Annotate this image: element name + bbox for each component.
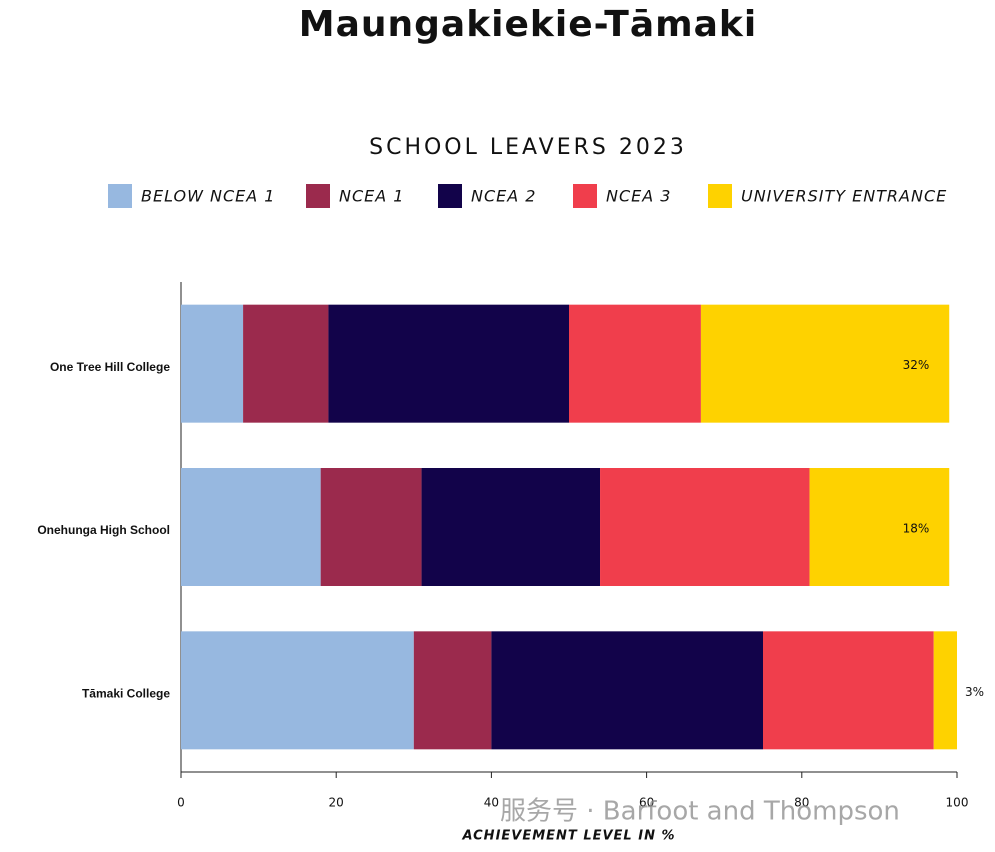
legend-label: NCEA 1 [339, 187, 404, 206]
x-tick-label: 20 [329, 796, 344, 810]
value-label: 32% [903, 358, 930, 372]
bar-segment [491, 631, 763, 750]
x-tick-label: 40 [484, 796, 499, 810]
chart-subtitle: SCHOOL LEAVERS 2023 [369, 135, 687, 160]
bar-segment [809, 468, 950, 586]
bar-segment [243, 304, 329, 423]
x-tick-label: 0 [177, 796, 185, 810]
bar-segment [181, 631, 414, 750]
value-label: 18% [903, 522, 930, 536]
legend-swatch [108, 184, 132, 208]
bar-segment [320, 468, 422, 586]
bar-segment [421, 468, 601, 586]
y-tick-label: Tāmaki College [82, 687, 170, 701]
x-tick-label: 60 [639, 796, 654, 810]
value-label: 3% [965, 685, 984, 699]
legend-label: BELOW NCEA 1 [141, 187, 275, 206]
legend-swatch [708, 184, 732, 208]
bar-segment [181, 468, 321, 586]
watermark: 服务号 · Barfoot and Thompson [500, 797, 900, 827]
x-tick-label: 100 [946, 796, 969, 810]
legend-label: UNIVERSITY ENTRANCE [741, 187, 947, 206]
bar-segment [700, 304, 950, 423]
y-tick-label: One Tree Hill College [50, 360, 170, 374]
bar-segment [413, 631, 492, 750]
legend-label: NCEA 2 [471, 187, 536, 206]
bar-segment [763, 631, 934, 750]
chart-title: Maungakiekie-Tāmaki [299, 4, 757, 45]
bar-segment [328, 304, 569, 423]
y-tick-label: Onehunga High School [37, 523, 170, 537]
x-tick-label: 80 [794, 796, 809, 810]
legend-swatch [306, 184, 330, 208]
legend-swatch [573, 184, 597, 208]
x-axis-label: ACHIEVEMENT LEVEL IN % [461, 829, 675, 844]
bar-segment [600, 468, 810, 586]
legend-swatch [438, 184, 462, 208]
bar-segment [181, 304, 244, 423]
bar-segment [569, 304, 701, 423]
bar-segment [933, 631, 957, 750]
legend-label: NCEA 3 [606, 187, 671, 206]
